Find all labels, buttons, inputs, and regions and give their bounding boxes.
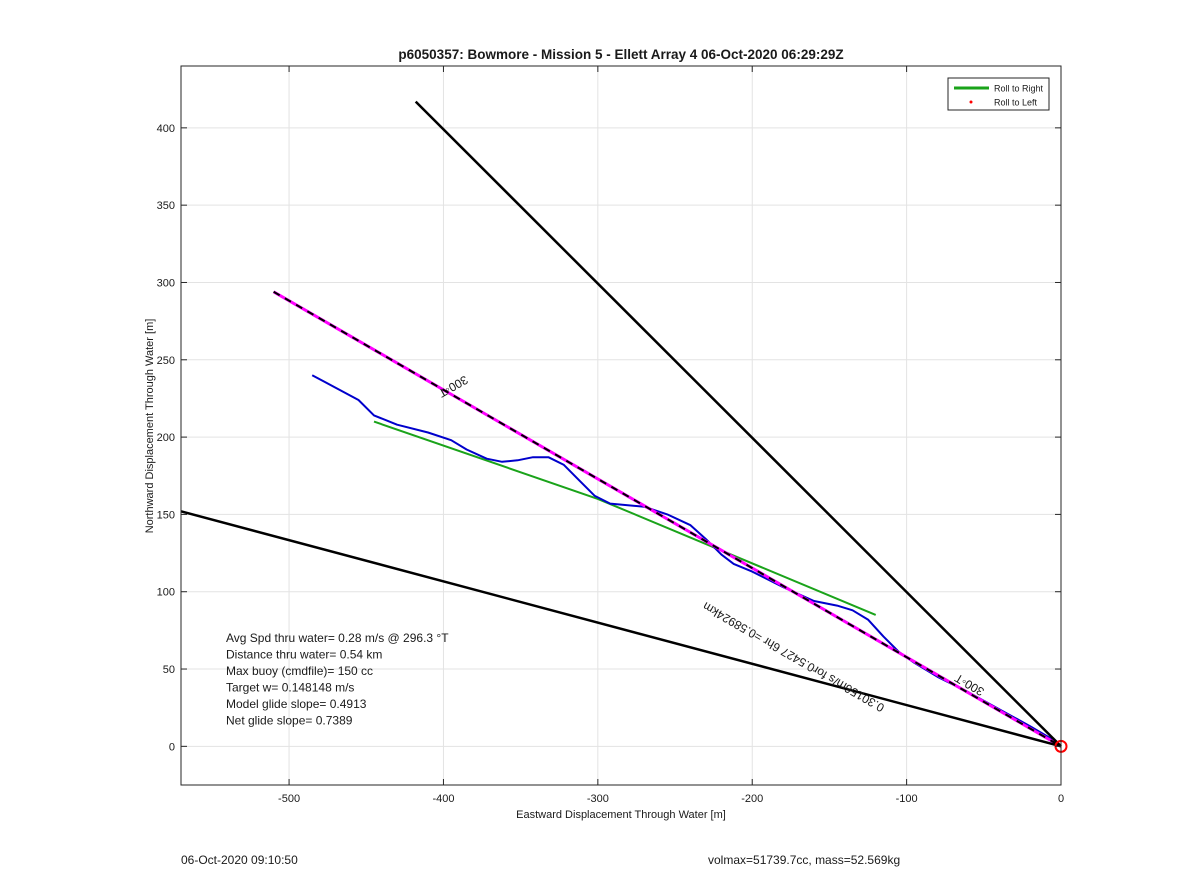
stats-line: Max buoy (cmdfile)= 150 cc <box>226 664 373 678</box>
legend-box <box>947 77 1050 111</box>
x-tick-label: -400 <box>432 793 454 805</box>
stats-text-block: Avg Spd thru water= 0.28 m/s @ 296.3 °T D… <box>226 631 449 728</box>
x-tick-label: 0 <box>1058 793 1064 805</box>
x-tick-label: -200 <box>741 793 763 805</box>
chart-title: p6050357: Bowmore - Mission 5 - Ellett A… <box>398 47 843 62</box>
x-axis-label: Eastward Displacement Through Water [m] <box>516 809 726 821</box>
axes-box <box>180 65 1062 786</box>
plot-area <box>180 100 1068 753</box>
y-tick-label: 100 <box>157 587 175 599</box>
upper-bound-line <box>414 100 1062 748</box>
stats-line: Model glide slope= 0.4913 <box>226 697 367 711</box>
lower-bound-line <box>180 510 1062 748</box>
x-tick-label: -100 <box>896 793 918 805</box>
footer-timestamp: 06-Oct-2020 09:10:50 <box>181 853 298 867</box>
legend-swatch-dot <box>969 100 973 104</box>
y-tick-label: 150 <box>157 509 175 521</box>
stats-line: Avg Spd thru water= 0.28 m/s @ 296.3 °T <box>226 631 449 645</box>
stats-line: Distance thru water= 0.54 km <box>226 648 382 662</box>
stats-line: Target w= 0.148148 m/s <box>226 681 354 695</box>
legend-label: Roll to Left <box>994 98 1038 108</box>
footer-vehicle-info: volmax=51739.7cc, mass=52.569kg <box>708 853 901 867</box>
legend: Roll to Right Roll to Left <box>947 77 1050 111</box>
y-tick-label: 350 <box>157 200 175 212</box>
x-tick-label: -500 <box>278 793 300 805</box>
y-tick-label: 250 <box>157 355 175 367</box>
legend-label: Roll to Right <box>994 84 1044 94</box>
y-tick-label: 200 <box>157 432 175 444</box>
stats-line: Net glide slope= 0.7389 <box>226 714 353 728</box>
axis-ticks: -500 -400 -300 -200 -100 0 0 50 100 150 200 250 300 3… <box>157 66 1064 805</box>
x-tick-label: -300 <box>587 793 609 805</box>
track-line <box>311 374 1062 748</box>
y-tick-label: 50 <box>163 664 175 676</box>
roll-right-line <box>373 420 877 616</box>
y-tick-label: 400 <box>157 123 175 135</box>
y-axis-label: Northward Displacement Through Water [m] <box>144 319 156 534</box>
y-tick-label: 300 <box>157 277 175 289</box>
heading-line-dashed <box>273 290 1062 748</box>
y-tick-label: 0 <box>169 741 175 753</box>
